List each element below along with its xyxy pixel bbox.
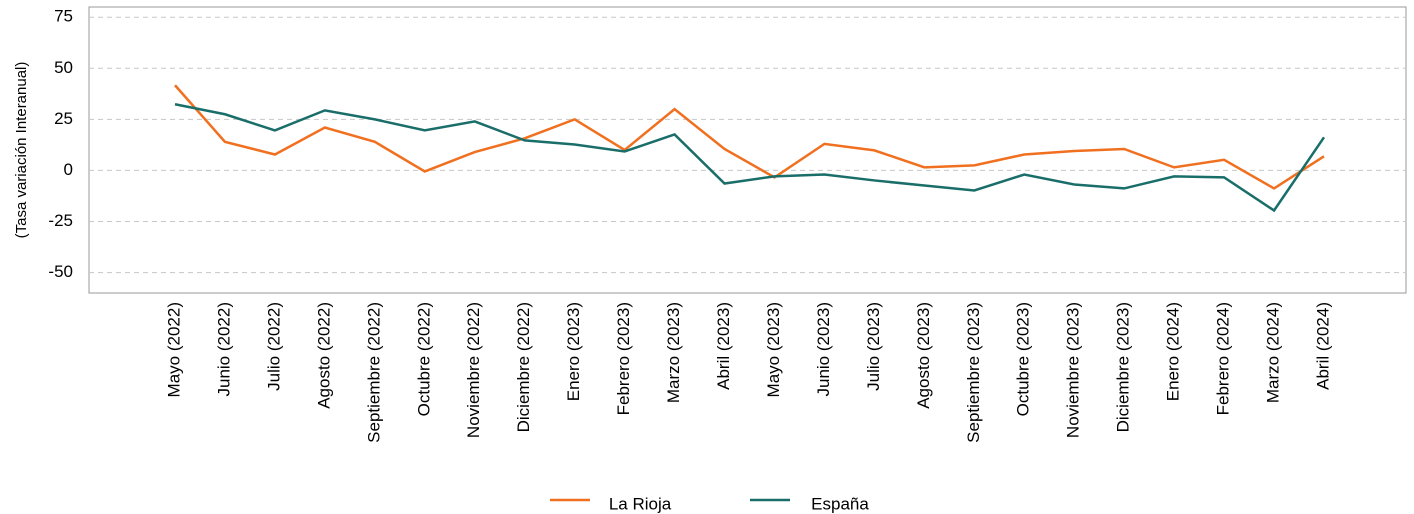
- series-line: [174, 84, 1325, 190]
- y-tick-label: -50: [48, 262, 73, 281]
- y-tick-label: -25: [48, 211, 73, 230]
- x-tick-label: Marzo (2023): [664, 302, 683, 403]
- x-tick-label: Febrero (2024): [1214, 302, 1233, 415]
- x-tick-label: Junio (2023): [814, 302, 833, 397]
- x-tick-label: Julio (2023): [864, 302, 883, 391]
- y-axis-label: (Tasa variación Interanual): [13, 62, 30, 239]
- x-tick-label: Julio (2022): [264, 302, 283, 391]
- x-tick-label: Diciembre (2022): [514, 302, 533, 432]
- legend-label: La Rioja: [609, 494, 672, 513]
- x-tick-label: Mayo (2022): [164, 302, 183, 397]
- x-tick-label: Octubre (2023): [1014, 302, 1033, 416]
- plot-frame: [88, 6, 1407, 294]
- x-tick-label: Diciembre (2023): [1114, 302, 1133, 432]
- x-tick-label: Octubre (2022): [414, 302, 433, 416]
- x-tick-label: Enero (2024): [1164, 302, 1183, 401]
- x-tick-label: Septiembre (2022): [364, 302, 383, 443]
- x-tick-label: Febrero (2023): [614, 302, 633, 415]
- x-tick-label: Noviembre (2022): [464, 302, 483, 438]
- y-tick-label: 50: [54, 58, 73, 77]
- x-tick-label: Marzo (2024): [1264, 302, 1283, 403]
- x-tick-label: Noviembre (2023): [1064, 302, 1083, 438]
- x-tick-label: Septiembre (2023): [964, 302, 983, 443]
- x-tick-label: Enero (2023): [564, 302, 583, 401]
- y-tick-label: 75: [54, 7, 73, 26]
- x-tick-label: Abril (2024): [1313, 302, 1332, 390]
- x-tick-label: Agosto (2022): [314, 302, 333, 409]
- series-line: [174, 103, 1326, 213]
- x-tick-label: Abril (2023): [714, 302, 733, 390]
- x-tick-label: Mayo (2023): [764, 302, 783, 397]
- x-tick-label: Agosto (2023): [914, 302, 933, 409]
- y-tick-label: 25: [54, 109, 73, 128]
- x-tick-label: Junio (2022): [214, 302, 233, 397]
- y-tick-label: 0: [64, 160, 73, 179]
- legend-label: España: [811, 494, 869, 513]
